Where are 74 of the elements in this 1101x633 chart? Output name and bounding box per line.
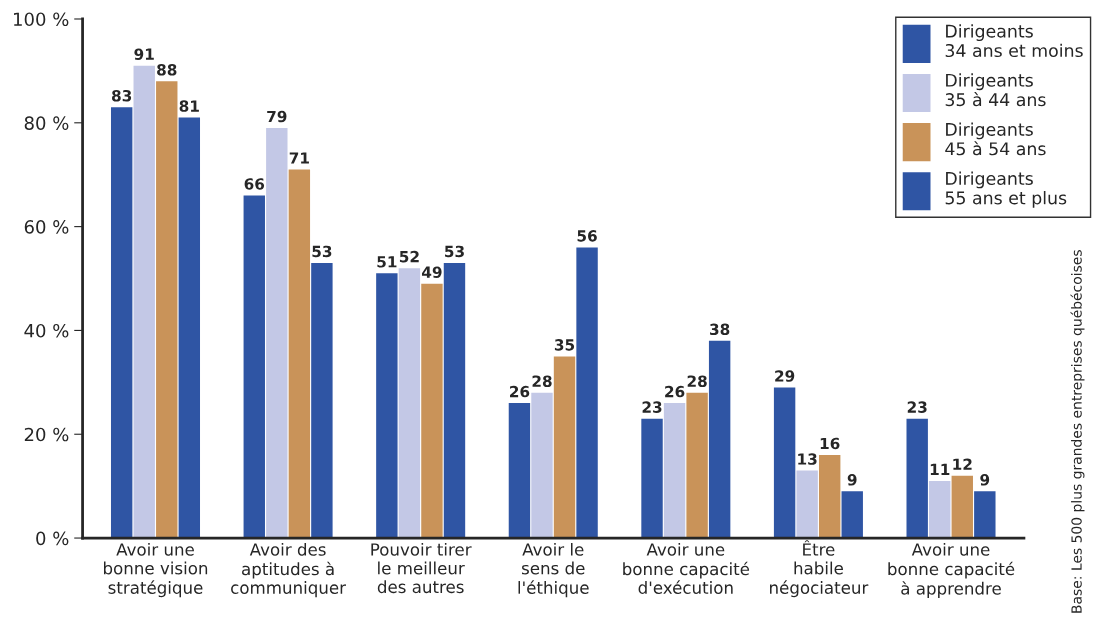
data-label: 28 — [532, 375, 552, 387]
data-label: 28 — [687, 375, 707, 387]
bar — [266, 127, 288, 539]
bar — [156, 81, 178, 539]
x-tick-label: Avoir une bonne vision stratégique — [104, 542, 208, 598]
data-label: 51 — [377, 256, 397, 268]
data-label: 91 — [134, 48, 154, 60]
bar — [443, 262, 466, 539]
bar — [929, 480, 951, 539]
data-label: 12 — [953, 458, 972, 470]
bar — [288, 169, 311, 539]
data-label: 81 — [179, 100, 199, 112]
bar — [974, 491, 996, 539]
bar — [421, 283, 443, 539]
data-label: 9 — [980, 474, 990, 486]
bar — [553, 356, 576, 539]
text: Base: Les 500 plus grandes entreprises québécoises — [1070, 250, 1085, 613]
bar — [243, 195, 265, 539]
y-tick-label: 0 % — [36, 531, 69, 546]
y-tick-label: 60 % — [24, 220, 69, 234]
data-label: 23 — [907, 401, 927, 413]
bar — [531, 392, 553, 539]
data-label: 9 — [847, 474, 857, 486]
bar — [398, 268, 421, 539]
bar — [133, 65, 155, 539]
data-label: 49 — [421, 266, 442, 278]
bar — [508, 403, 531, 539]
y-tick-label: 80 % — [24, 116, 69, 130]
bar — [110, 107, 133, 539]
x-tick-label: Avoir une bonne capacité à apprendre — [888, 542, 1015, 598]
data-label: 71 — [289, 152, 309, 164]
bar — [376, 273, 398, 539]
legend-label: Dirigeants 45 à 54 ans — [945, 122, 1046, 156]
data-label: 11 — [930, 463, 950, 475]
y-tick-label: 100 % — [14, 12, 69, 27]
bar — [576, 247, 598, 539]
bar — [841, 491, 863, 539]
data-label: 83 — [111, 89, 132, 102]
bar — [951, 475, 973, 539]
bar — [708, 340, 731, 539]
data-label: 13 — [798, 453, 817, 465]
legend-label: Dirigeants 34 ans et moins — [945, 24, 1083, 58]
data-label: 26 — [665, 385, 685, 398]
data-label: 53 — [312, 245, 332, 258]
bar — [178, 117, 201, 539]
bar — [818, 455, 841, 539]
x-tick-label: Avoir des aptitudes à communiquer — [231, 542, 346, 598]
x-tick-label: Être habile négociateur — [770, 540, 869, 598]
x-tick-label: Avoir le sens de l'éthique — [518, 542, 589, 598]
x-tick-label: Avoir une bonne capacité d'exécution — [623, 542, 750, 594]
data-label: 23 — [642, 401, 662, 413]
bar — [641, 418, 663, 539]
data-label: 52 — [399, 250, 419, 263]
legend-label: Dirigeants 55 ans et plus — [945, 171, 1067, 208]
data-label: 29 — [775, 370, 795, 382]
bar — [311, 262, 333, 539]
data-label: 26 — [510, 385, 530, 398]
data-label: 66 — [244, 178, 265, 190]
bar — [796, 470, 818, 539]
bar — [906, 418, 928, 539]
data-label: 38 — [710, 323, 730, 336]
legend-label: Dirigeants 35 à 44 ans — [945, 73, 1046, 107]
data-label: 56 — [577, 230, 597, 242]
bar — [686, 392, 708, 539]
data-label: 35 — [554, 339, 575, 351]
x-tick-label: Pouvoir tirer le meilleur des autres — [371, 542, 472, 594]
data-label: 16 — [820, 437, 840, 450]
bar — [663, 403, 686, 539]
data-label: 88 — [157, 63, 177, 76]
bar — [773, 387, 796, 539]
data-label: 79 — [267, 110, 287, 123]
y-tick-label: 40 % — [24, 323, 69, 338]
data-label: 53 — [445, 245, 464, 258]
y-tick-label: 20 % — [24, 427, 69, 442]
